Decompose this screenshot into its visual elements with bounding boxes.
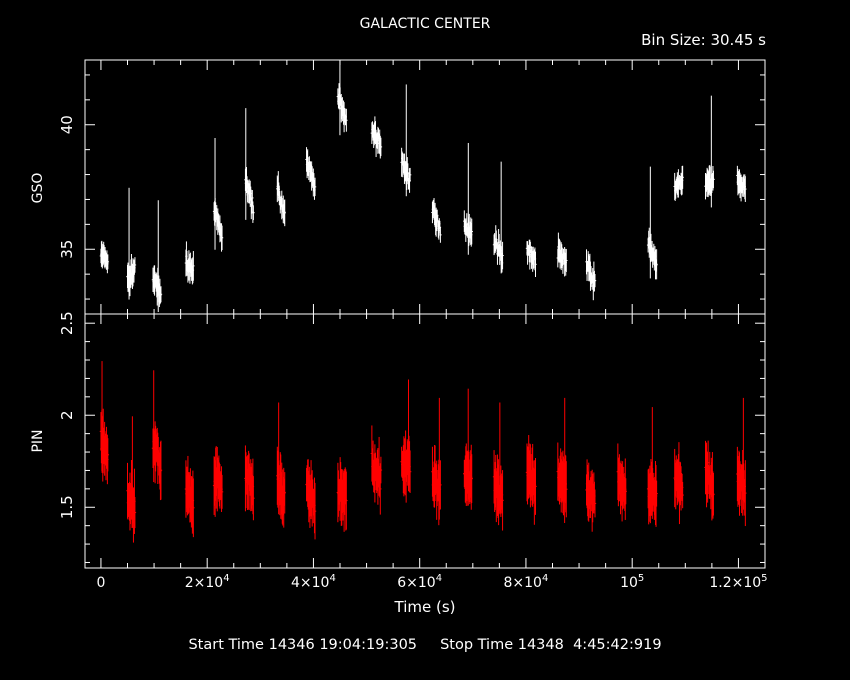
x-tick-label: 6×104 (397, 573, 442, 591)
gso-segment (646, 166, 658, 280)
x-tick-label: 4×104 (291, 573, 336, 591)
pin-segment (126, 416, 137, 543)
stop-time-value: 14348 4:45:42:919 (517, 637, 662, 653)
x-tick-label: 2×104 (185, 573, 230, 591)
pin-segment (673, 442, 684, 525)
pin-segment (99, 361, 110, 485)
gso-segment (704, 95, 715, 208)
gso-segment (463, 142, 473, 255)
gso-y-tick-label: 40 (58, 115, 76, 134)
pin-panel: 1.5 2 2.5 0 2×104 4×104 6×104 8×104 105 1.2×105 (58, 311, 768, 591)
gso-segment (585, 249, 597, 301)
gso-segment (276, 171, 286, 227)
pin-y-tick-label: 2 (58, 410, 76, 420)
gso-segment (556, 232, 568, 277)
bin-size-label: Bin Size: 30.45 s (641, 31, 766, 49)
pin-segment (400, 379, 412, 503)
pin-segment (244, 445, 255, 521)
gso-segment (99, 240, 110, 274)
gso-segment (126, 187, 137, 300)
time-range-footer: Start Time 14346 19:04:19:305 Stop Time … (0, 637, 850, 653)
pin-segment (212, 446, 224, 517)
start-time-value: 14346 19:04:19:305 (268, 637, 418, 653)
pin-segment (736, 397, 747, 527)
gso-segment (305, 147, 317, 200)
pin-segment (556, 397, 568, 523)
pin-segment (184, 455, 195, 538)
gso-segment (184, 241, 195, 285)
x-axis-label: Time (s) (394, 598, 456, 616)
pin-segment (431, 397, 442, 526)
pin-y-tick-label: 2.5 (58, 311, 76, 335)
gso-segment (212, 137, 224, 252)
pin-axes-frame (84, 313, 766, 569)
gso-segment (431, 198, 442, 243)
gso-segment (400, 84, 412, 197)
gso-panel: 35 40 (58, 59, 766, 315)
gso-segment (736, 165, 747, 202)
gso-axis-label: GSO (30, 172, 46, 204)
pin-segment (646, 407, 658, 527)
gso-segment (336, 60, 348, 136)
stop-time-label: Stop Time (440, 637, 514, 653)
x-tick-label: 8×104 (504, 573, 549, 591)
pin-segment (336, 457, 348, 532)
gso-segment (525, 239, 537, 277)
gso-segment (492, 161, 504, 274)
pin-segment (704, 440, 715, 521)
gso-segment (151, 200, 163, 313)
pin-y-tick-label: 1.5 (58, 495, 76, 519)
pin-segment (151, 370, 163, 501)
pin-segment (276, 402, 286, 528)
x-tick-label: 1.2×105 (709, 573, 767, 591)
pin-segment (492, 402, 504, 531)
pin-axis-label: PIN (30, 429, 46, 453)
pin-segment (370, 425, 383, 515)
gso-segment (244, 108, 255, 223)
start-time-label: Start Time (188, 637, 264, 653)
gso-segment (673, 165, 684, 201)
gso-segment (370, 116, 383, 159)
pin-segment (463, 388, 473, 510)
pin-segment (585, 459, 597, 532)
gso-y-tick-label: 35 (58, 240, 76, 259)
x-tick-label: 0 (96, 575, 105, 591)
pin-segment (305, 459, 317, 540)
chart-title: GALACTIC CENTER (359, 16, 491, 32)
gso-axes-frame (84, 59, 766, 315)
pin-segment (616, 443, 628, 522)
x-tick-label: 105 (620, 573, 644, 591)
pin-segment (525, 435, 537, 525)
